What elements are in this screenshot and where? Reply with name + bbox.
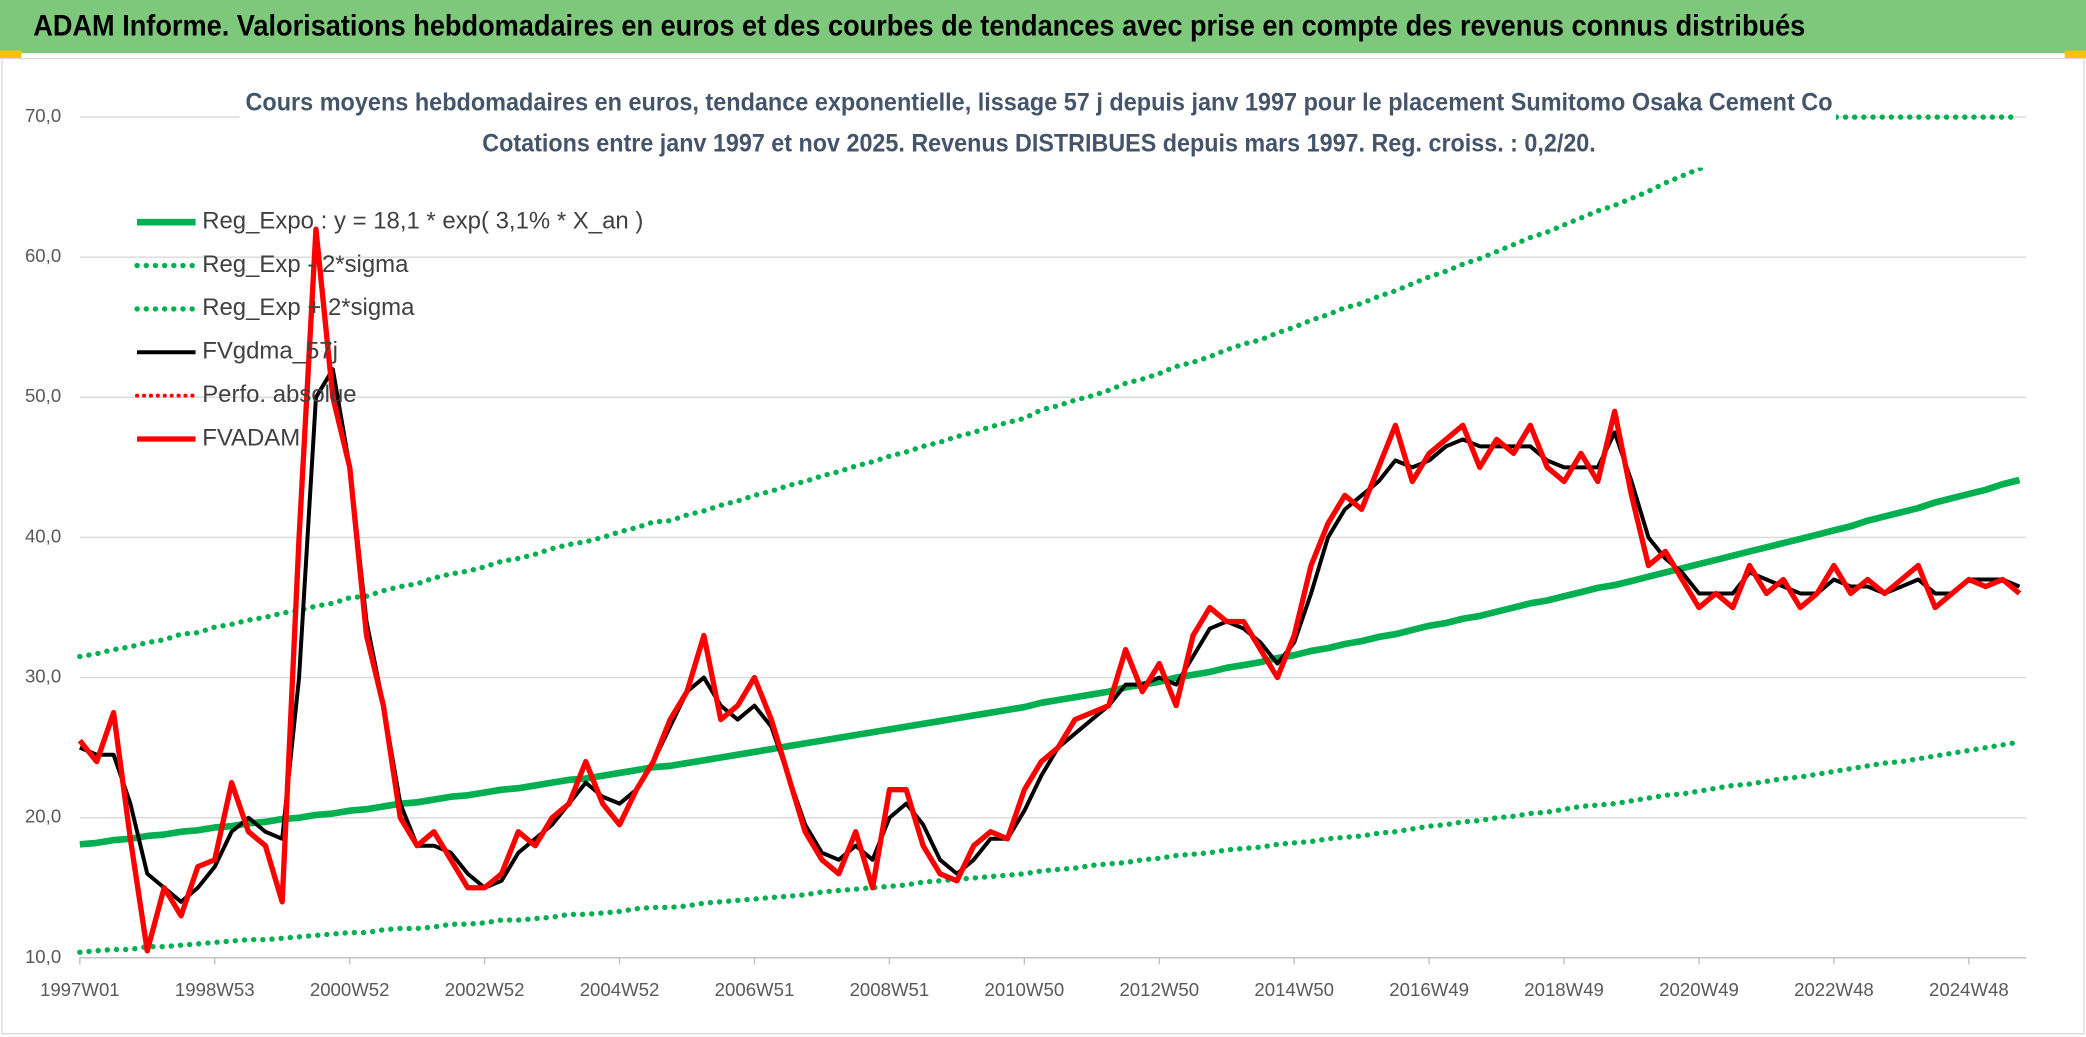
series-line [79, 367, 2021, 904]
series-line [77, 739, 2023, 955]
legend-label: FVADAM [202, 424, 300, 451]
corner-mark [2064, 50, 2086, 59]
x-tick-label: 2016W49 [1389, 979, 1469, 1000]
legend-label: Reg_Exp + 2*sigma [202, 294, 415, 321]
x-tick-label: 2006W51 [715, 979, 795, 1000]
x-tick-label: 1997W01 [40, 979, 120, 1000]
y-tick-label: 50,0 [25, 385, 61, 406]
y-tick-label: 40,0 [25, 525, 61, 546]
x-tick-label: 2020W49 [1659, 979, 1739, 1000]
y-tick-label: 20,0 [25, 806, 61, 827]
y-tick-label: 60,0 [25, 245, 61, 266]
chart-border [1, 57, 2085, 1035]
legend-label: Reg_Exp - 2*sigma [202, 251, 409, 278]
x-tick-label: 2008W51 [850, 979, 930, 1000]
chart-subtitle: Cotations entre janv 1997 et nov 2025. R… [482, 130, 1596, 158]
x-tick-label: 2002W52 [445, 979, 525, 1000]
x-tick-label: 2010W50 [985, 979, 1065, 1000]
y-tick-label: 10,0 [25, 946, 61, 967]
y-tick-label: 30,0 [25, 666, 61, 687]
title-box [239, 82, 1836, 168]
x-tick-label: 2004W52 [580, 979, 660, 1000]
x-tick-label: 2012W50 [1119, 979, 1199, 1000]
y-tick-label: 70,0 [25, 105, 61, 126]
x-tick-label: 2024W48 [1929, 979, 2009, 1000]
chart-title: Cours moyens hebdomadaires en euros, ten… [245, 88, 1832, 116]
legend-label: Reg_Expo : y = 18,1 * exp( 3,1% * X_an ) [202, 207, 643, 234]
legend: Reg_Expo : y = 18,1 * exp( 3,1% * X_an )… [134, 207, 643, 451]
x-tick-label: 1998W53 [175, 979, 255, 1000]
legend-label: Perfo. absolue [202, 381, 356, 408]
series-line [77, 114, 2023, 660]
plot: 10,0 20,0 30,0 40,0 50,0 60,0 70,0 1997W01 1998W… [25, 105, 2027, 1000]
header-title: ADAM Informe. Valorisations hebdomadaire… [33, 11, 1805, 43]
legend-label: FVgdma_57j [202, 338, 338, 365]
series-line [79, 476, 2021, 848]
corner-mark [0, 50, 22, 59]
header-bar [0, 0, 2086, 54]
series-line [77, 226, 2022, 954]
x-tick-label: 2014W50 [1254, 979, 1334, 1000]
x-tick-label: 2018W49 [1524, 979, 1604, 1000]
x-tick-label: 2000W52 [310, 979, 390, 1000]
x-tick-label: 2022W48 [1794, 979, 1874, 1000]
